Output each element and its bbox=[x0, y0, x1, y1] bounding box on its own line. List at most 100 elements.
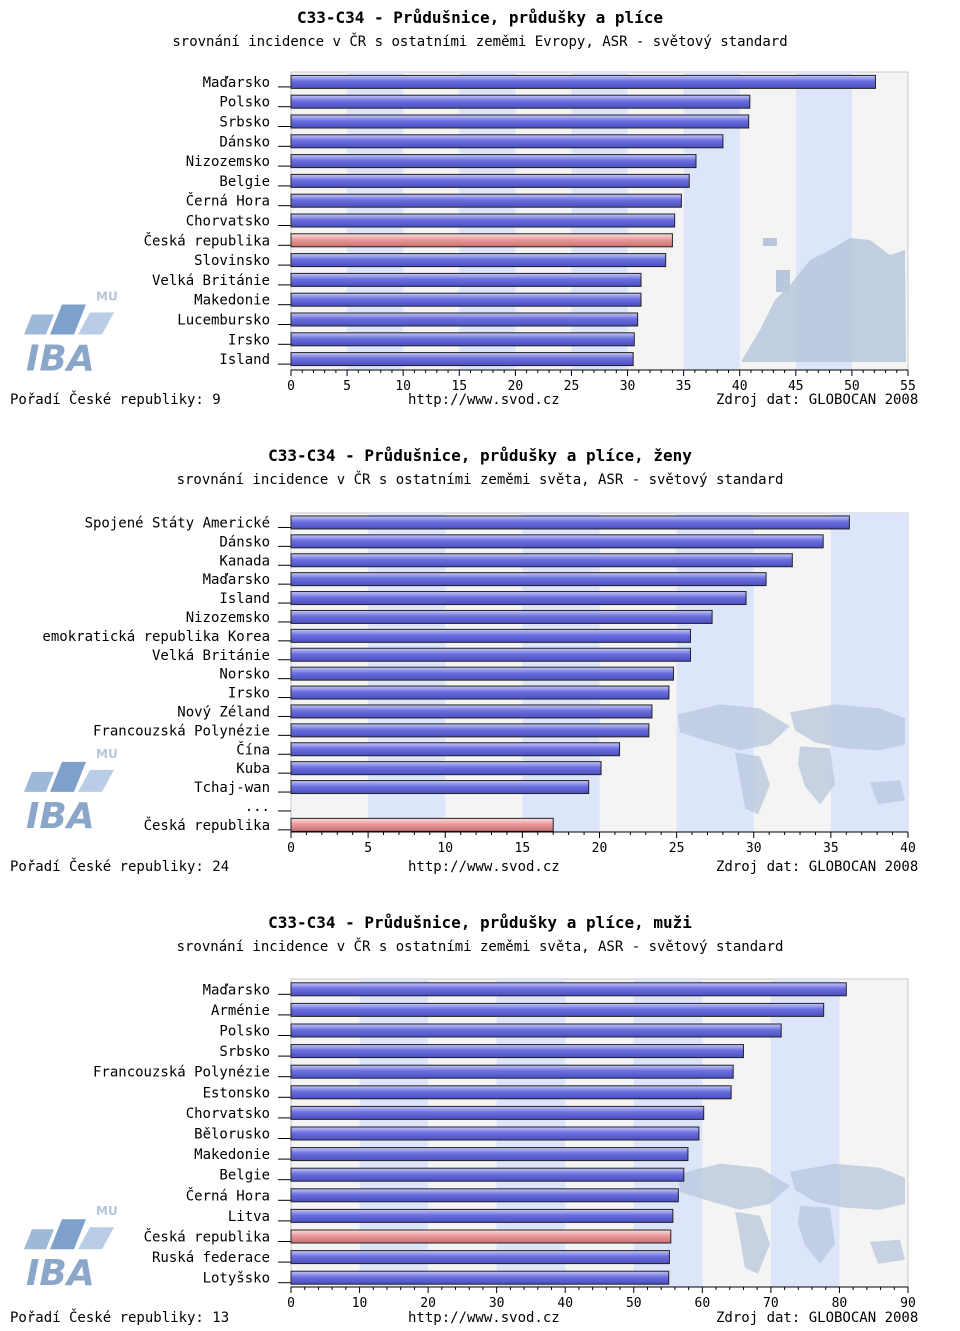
data-bar bbox=[290, 780, 590, 795]
data-bar bbox=[290, 1167, 685, 1182]
data-bar bbox=[290, 1044, 744, 1059]
chart-subtitle: srovnání incidence v ČR s ostatními země… bbox=[176, 472, 784, 488]
data-bar bbox=[290, 1023, 782, 1038]
data-bar bbox=[290, 94, 751, 109]
chart-subtitle: srovnání incidence v ČR s ostatními země… bbox=[172, 34, 788, 50]
world-map-icon bbox=[678, 704, 790, 751]
world-map-icon bbox=[790, 704, 905, 751]
category-label: Belgie bbox=[219, 1168, 270, 1184]
logo-superscript: MU bbox=[96, 1204, 118, 1218]
bar-chart-women: Spojené Státy Americké Dánsko Kanada Maďars… bbox=[24, 512, 916, 856]
category-label: Polsko bbox=[219, 1024, 270, 1040]
category-label: Česká republika bbox=[144, 231, 270, 249]
x-tick-label: 0 bbox=[287, 841, 295, 856]
rank-text: Pořadí České republiky: 9 bbox=[10, 392, 221, 408]
logo-text: IBA bbox=[26, 338, 95, 379]
category-label: Dánsko bbox=[219, 534, 270, 550]
category-label: Island bbox=[219, 352, 270, 368]
data-bar bbox=[290, 352, 634, 367]
data-bar bbox=[290, 591, 747, 606]
category-label: Litva bbox=[228, 1209, 270, 1225]
world-map-icon bbox=[798, 746, 835, 805]
category-label: Polsko bbox=[219, 95, 270, 111]
data-bar bbox=[290, 666, 675, 681]
chart-title: C33-C34 - Průdušnice, průdušky a plíce bbox=[296, 8, 664, 27]
data-bar bbox=[290, 1147, 689, 1162]
data-bar bbox=[290, 114, 750, 129]
category-label: Slovinsko bbox=[194, 253, 270, 269]
data-bar bbox=[290, 515, 850, 530]
category-label: Dánsko bbox=[219, 134, 270, 150]
category-label: Černá Hora bbox=[186, 1186, 270, 1204]
category-label: Česká republika bbox=[144, 816, 270, 834]
x-tick-label: 0 bbox=[287, 1296, 295, 1311]
category-label: Norsko bbox=[219, 667, 270, 683]
category-label: Čína bbox=[236, 740, 270, 758]
category-label: Černá Hora bbox=[186, 192, 270, 210]
data-bar bbox=[290, 704, 653, 719]
category-label: Nizozemsko bbox=[186, 610, 270, 626]
category-label: Srbsko bbox=[219, 1044, 270, 1060]
x-tick-label: 45 bbox=[788, 379, 804, 394]
data-bar bbox=[290, 628, 692, 643]
category-label: Ruská federace bbox=[152, 1250, 270, 1266]
category-label: Maďarsko bbox=[203, 982, 270, 998]
x-tick-label: 15 bbox=[451, 379, 467, 394]
x-axis: 0 5 10 15 20 25 30 35 40 bbox=[287, 831, 916, 856]
url-link[interactable]: http://www.svod.cz bbox=[408, 392, 560, 408]
category-label: Lotyšsko bbox=[203, 1271, 270, 1287]
source-text: Zdroj dat: GLOBOCAN 2008 bbox=[716, 1310, 919, 1326]
url-link[interactable]: http://www.svod.cz bbox=[408, 859, 560, 875]
x-tick-label: 80 bbox=[832, 1296, 848, 1311]
data-bar bbox=[290, 312, 639, 327]
world-map-icon bbox=[790, 1163, 905, 1210]
category-label: Kuba bbox=[236, 761, 270, 777]
x-tick-label: 40 bbox=[557, 1296, 573, 1311]
data-bar bbox=[290, 982, 847, 997]
category-label: Velká Británie bbox=[152, 273, 270, 289]
world-map-icon bbox=[735, 752, 770, 815]
category-label: Island bbox=[219, 591, 270, 607]
x-tick-label: 5 bbox=[343, 379, 351, 394]
category-label: Chorvatsko bbox=[186, 1106, 270, 1122]
category-label: Bělorusko bbox=[194, 1127, 270, 1143]
data-bar bbox=[290, 193, 682, 208]
world-map-icon bbox=[870, 1239, 905, 1264]
x-tick-label: 55 bbox=[900, 379, 916, 394]
x-tick-label: 60 bbox=[695, 1296, 711, 1311]
data-bar bbox=[290, 647, 692, 662]
x-tick-label: 5 bbox=[364, 841, 372, 856]
x-axis: 0 5 10 15 20 25 30 35 40 45 50 55 bbox=[287, 369, 916, 394]
x-tick-label: 35 bbox=[823, 841, 839, 856]
grid-band bbox=[830, 513, 908, 832]
data-bar bbox=[290, 1085, 732, 1100]
data-bar bbox=[290, 1002, 825, 1017]
chart-subtitle: srovnání incidence v ČR s ostatními země… bbox=[176, 939, 784, 955]
rank-text: Pořadí České republiky: 13 bbox=[10, 1310, 230, 1326]
x-tick-label: 0 bbox=[287, 379, 295, 394]
data-bar bbox=[290, 553, 793, 568]
url-link[interactable]: http://www.svod.cz bbox=[408, 1310, 560, 1326]
highlight-bar bbox=[290, 1229, 672, 1244]
category-label: Makedonie bbox=[194, 1147, 270, 1163]
category-label: Nový Zéland bbox=[177, 704, 270, 720]
category-label: Lucembursko bbox=[177, 313, 270, 329]
x-tick-label: 30 bbox=[620, 379, 636, 394]
chart-panel-women: C33-C34 - Průdušnice, průdušky a plíce, … bbox=[10, 446, 918, 875]
data-bar bbox=[290, 134, 724, 149]
data-bar bbox=[290, 723, 650, 738]
x-tick-label: 25 bbox=[564, 379, 580, 394]
logo-text: IBA bbox=[26, 1253, 95, 1294]
data-bar bbox=[290, 742, 621, 757]
x-tick-label: 25 bbox=[669, 841, 685, 856]
data-bar bbox=[290, 685, 670, 700]
highlight-bar bbox=[290, 817, 554, 832]
iba-mu-logo: IBA MU bbox=[24, 1204, 118, 1294]
category-label: Irsko bbox=[228, 332, 270, 348]
category-label: emokratická republika Korea bbox=[42, 629, 270, 645]
chart-title: C33-C34 - Průdušnice, průdušky a plíce, … bbox=[268, 913, 692, 932]
world-map-icon bbox=[870, 780, 905, 805]
data-bar bbox=[290, 1250, 670, 1265]
